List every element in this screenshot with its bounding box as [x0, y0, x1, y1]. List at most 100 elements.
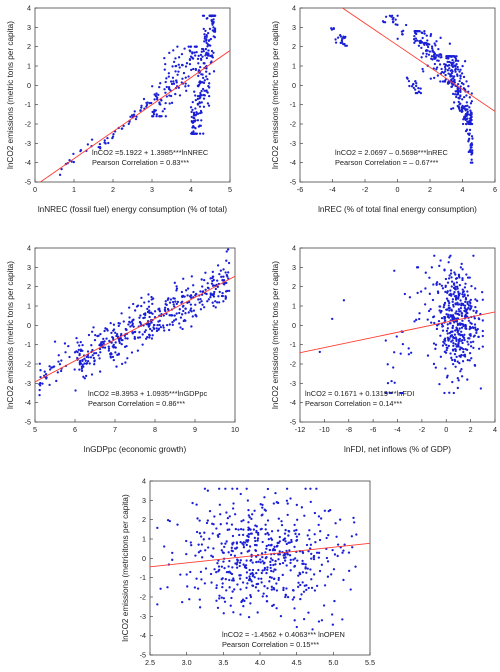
data-point	[78, 368, 81, 371]
data-point	[453, 56, 457, 59]
data-point	[155, 115, 158, 118]
data-point	[283, 553, 286, 557]
y-tick-label: 0	[27, 81, 31, 90]
data-point	[83, 377, 86, 380]
data-point	[197, 298, 200, 301]
data-point	[450, 85, 453, 89]
data-point	[412, 38, 416, 41]
data-point	[204, 29, 207, 33]
data-point	[144, 329, 147, 332]
data-point	[187, 301, 191, 304]
data-point	[318, 569, 322, 573]
data-point	[416, 291, 419, 295]
regression-line	[39, 50, 230, 182]
data-point	[419, 87, 422, 90]
data-point	[447, 313, 450, 316]
data-point	[150, 321, 153, 324]
data-point	[469, 144, 472, 147]
data-point	[150, 101, 153, 105]
data-point	[446, 336, 449, 339]
data-point	[231, 487, 234, 490]
data-point	[205, 56, 209, 60]
data-point	[190, 544, 193, 547]
data-point	[204, 271, 207, 274]
data-point	[470, 118, 473, 122]
data-point	[250, 553, 253, 557]
data-point	[443, 269, 446, 272]
data-point	[455, 95, 458, 99]
data-point	[244, 564, 248, 567]
data-point	[457, 379, 460, 382]
data-point	[441, 344, 445, 347]
data-point	[466, 312, 469, 315]
data-point	[430, 321, 433, 324]
data-point	[178, 66, 181, 69]
data-point	[256, 537, 260, 540]
data-point	[297, 574, 300, 577]
data-point	[477, 347, 481, 350]
data-point	[39, 369, 42, 372]
data-point	[163, 56, 166, 60]
data-point	[158, 85, 161, 89]
data-point	[200, 89, 203, 93]
data-point	[461, 322, 464, 326]
data-point	[191, 108, 194, 112]
data-point	[166, 586, 169, 589]
data-point	[473, 323, 477, 326]
data-point	[150, 329, 154, 332]
data-point	[203, 37, 206, 40]
data-point	[438, 264, 441, 268]
data-point	[412, 82, 415, 86]
data-point	[207, 546, 210, 549]
data-point	[285, 564, 288, 567]
data-point	[152, 112, 156, 116]
data-point	[253, 536, 257, 540]
data-point	[433, 53, 436, 56]
data-point	[126, 337, 129, 340]
data-point	[172, 49, 175, 52]
data-point	[243, 541, 247, 544]
data-point	[144, 337, 148, 340]
data-point	[98, 370, 102, 373]
data-point	[445, 308, 449, 311]
data-point	[455, 296, 458, 300]
data-point	[218, 532, 221, 536]
data-point	[450, 276, 453, 279]
data-point	[453, 329, 457, 332]
data-point	[282, 538, 285, 542]
data-point	[438, 63, 442, 66]
data-point	[155, 98, 159, 101]
data-point	[434, 44, 437, 47]
data-point	[312, 573, 316, 576]
data-point	[429, 33, 433, 36]
data-point	[191, 100, 194, 104]
data-point	[466, 108, 469, 111]
data-point	[151, 334, 154, 337]
data-point	[163, 107, 166, 111]
data-point	[194, 107, 197, 110]
data-point	[335, 535, 338, 538]
data-point	[103, 139, 106, 142]
data-point	[177, 63, 180, 66]
data-point	[331, 548, 334, 552]
data-point	[443, 338, 446, 341]
data-point	[459, 370, 462, 373]
data-point	[159, 103, 162, 106]
data-point	[152, 326, 155, 329]
y-tick-label: -2	[140, 593, 146, 602]
data-point	[195, 113, 198, 116]
data-point	[148, 336, 151, 339]
data-point	[245, 586, 248, 589]
data-point	[225, 281, 228, 285]
data-point	[452, 344, 455, 347]
data-point	[166, 298, 169, 302]
data-point	[97, 145, 100, 149]
data-point	[418, 317, 421, 321]
data-point	[192, 309, 196, 312]
data-point	[468, 137, 471, 140]
data-point	[113, 346, 116, 349]
data-point	[464, 129, 468, 133]
data-point	[434, 347, 437, 350]
data-point	[284, 593, 288, 597]
data-point	[112, 343, 115, 347]
